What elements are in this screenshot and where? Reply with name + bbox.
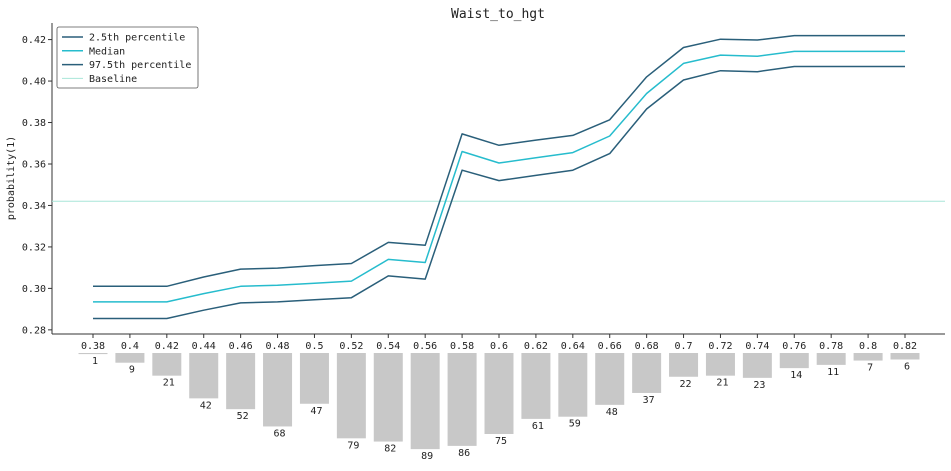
x-tick-label: 0.8 — [859, 341, 877, 352]
x-tick-label: 0.64 — [561, 341, 585, 352]
x-tick-label: 0.52 — [339, 341, 363, 352]
x-tick-label: 0.72 — [708, 341, 732, 352]
y-tick-label: 0.36 — [22, 159, 46, 170]
legend-label: Baseline — [89, 74, 137, 85]
series-layer — [93, 34, 905, 320]
count-label: 11 — [827, 367, 839, 378]
count-bar — [447, 353, 477, 446]
x-tick-label: 0.44 — [192, 341, 216, 352]
y-tick-label: 0.42 — [22, 35, 46, 46]
x-tick-label: 0.58 — [450, 341, 474, 352]
x-tick-label: 0.74 — [745, 341, 769, 352]
count-label: 14 — [790, 370, 802, 381]
count-bar — [189, 353, 219, 399]
count-label: 9 — [129, 365, 135, 376]
count-label: 68 — [274, 428, 286, 439]
y-tick-label: 0.38 — [22, 118, 46, 129]
count-label: 48 — [606, 407, 618, 418]
series-line-97-5th-percentile — [93, 34, 905, 288]
x-tick-label: 0.4 — [121, 341, 139, 352]
y-tick-label: 0.32 — [22, 242, 46, 253]
x-tick-label: 0.78 — [819, 341, 843, 352]
count-bar — [705, 353, 735, 376]
count-bar — [410, 353, 440, 450]
legend: 2.5th percentile Median 97.5th percentile B… — [56, 26, 199, 89]
legend-label: 2.5th percentile — [89, 33, 185, 44]
legend-label: Median — [89, 46, 125, 57]
x-tick-label: 0.6 — [490, 341, 508, 352]
series-line-median — [93, 50, 905, 303]
count-label: 23 — [753, 380, 765, 391]
y-tick-layer: 0.28 0.30 0.32 0.34 0.36 0.38 0.40 0.42 — [22, 35, 52, 336]
x-tick-layer: 0.38 0.4 0.42 0.44 0.46 0.48 0.5 0.52 0.54 0.56 0.… — [81, 334, 917, 352]
count-bars-layer: 1 9 21 42 52 68 47 79 82 89 86 75 61 59 48 37 22 21 23 14 11… — [78, 353, 920, 462]
count-label: 61 — [532, 421, 544, 432]
count-bar — [595, 353, 625, 405]
count-bar — [336, 353, 366, 439]
y-tick-label: 0.30 — [22, 284, 46, 295]
count-bar — [78, 353, 108, 355]
x-tick-label: 0.42 — [155, 341, 179, 352]
x-tick-label: 0.7 — [675, 341, 693, 352]
count-label: 47 — [310, 406, 322, 417]
y-axis-label: probability(1) — [6, 136, 17, 220]
legend-box — [56, 26, 199, 89]
count-label: 59 — [569, 419, 581, 430]
count-label: 21 — [716, 378, 728, 389]
count-label: 75 — [495, 436, 507, 447]
count-bar — [299, 353, 329, 404]
count-label: 89 — [421, 451, 433, 462]
x-tick-label: 0.48 — [265, 341, 289, 352]
count-label: 6 — [904, 361, 910, 372]
count-bar — [263, 353, 293, 427]
count-bar — [890, 353, 920, 360]
count-bar — [742, 353, 772, 378]
count-bar — [632, 353, 662, 393]
count-label: 42 — [200, 400, 212, 411]
count-label: 7 — [867, 363, 873, 374]
count-bar — [115, 353, 145, 363]
count-label: 86 — [458, 448, 470, 459]
x-tick-label: 0.82 — [893, 341, 917, 352]
x-tick-label: 0.38 — [81, 341, 105, 352]
count-label: 1 — [92, 356, 98, 367]
count-label: 82 — [384, 444, 396, 455]
x-tick-label: 0.76 — [782, 341, 806, 352]
count-bar — [484, 353, 514, 434]
count-bar — [521, 353, 551, 419]
count-bar — [558, 353, 588, 417]
x-tick-label: 0.62 — [524, 341, 548, 352]
x-tick-label: 0.68 — [635, 341, 659, 352]
count-bar — [226, 353, 256, 410]
count-label: 22 — [680, 379, 692, 390]
count-label: 21 — [163, 378, 175, 389]
legend-label: 97.5th percentile — [89, 60, 191, 71]
series-line-2-5th-percentile — [93, 65, 905, 320]
chart-title: Waist_to_hgt — [451, 7, 545, 22]
count-label: 37 — [643, 395, 655, 406]
count-bar — [853, 353, 883, 361]
x-tick-label: 0.54 — [376, 341, 400, 352]
count-label: 79 — [347, 440, 359, 451]
y-tick-label: 0.34 — [22, 201, 46, 212]
y-tick-label: 0.28 — [22, 325, 46, 336]
count-bar — [373, 353, 403, 442]
count-bar — [152, 353, 182, 376]
count-bar — [669, 353, 699, 377]
count-bar — [779, 353, 809, 369]
count-bar — [816, 353, 846, 365]
x-tick-label: 0.66 — [598, 341, 622, 352]
count-label: 52 — [237, 411, 249, 422]
x-tick-label: 0.5 — [305, 341, 323, 352]
x-tick-label: 0.46 — [229, 341, 253, 352]
x-tick-label: 0.56 — [413, 341, 437, 352]
y-tick-label: 0.40 — [22, 77, 46, 88]
